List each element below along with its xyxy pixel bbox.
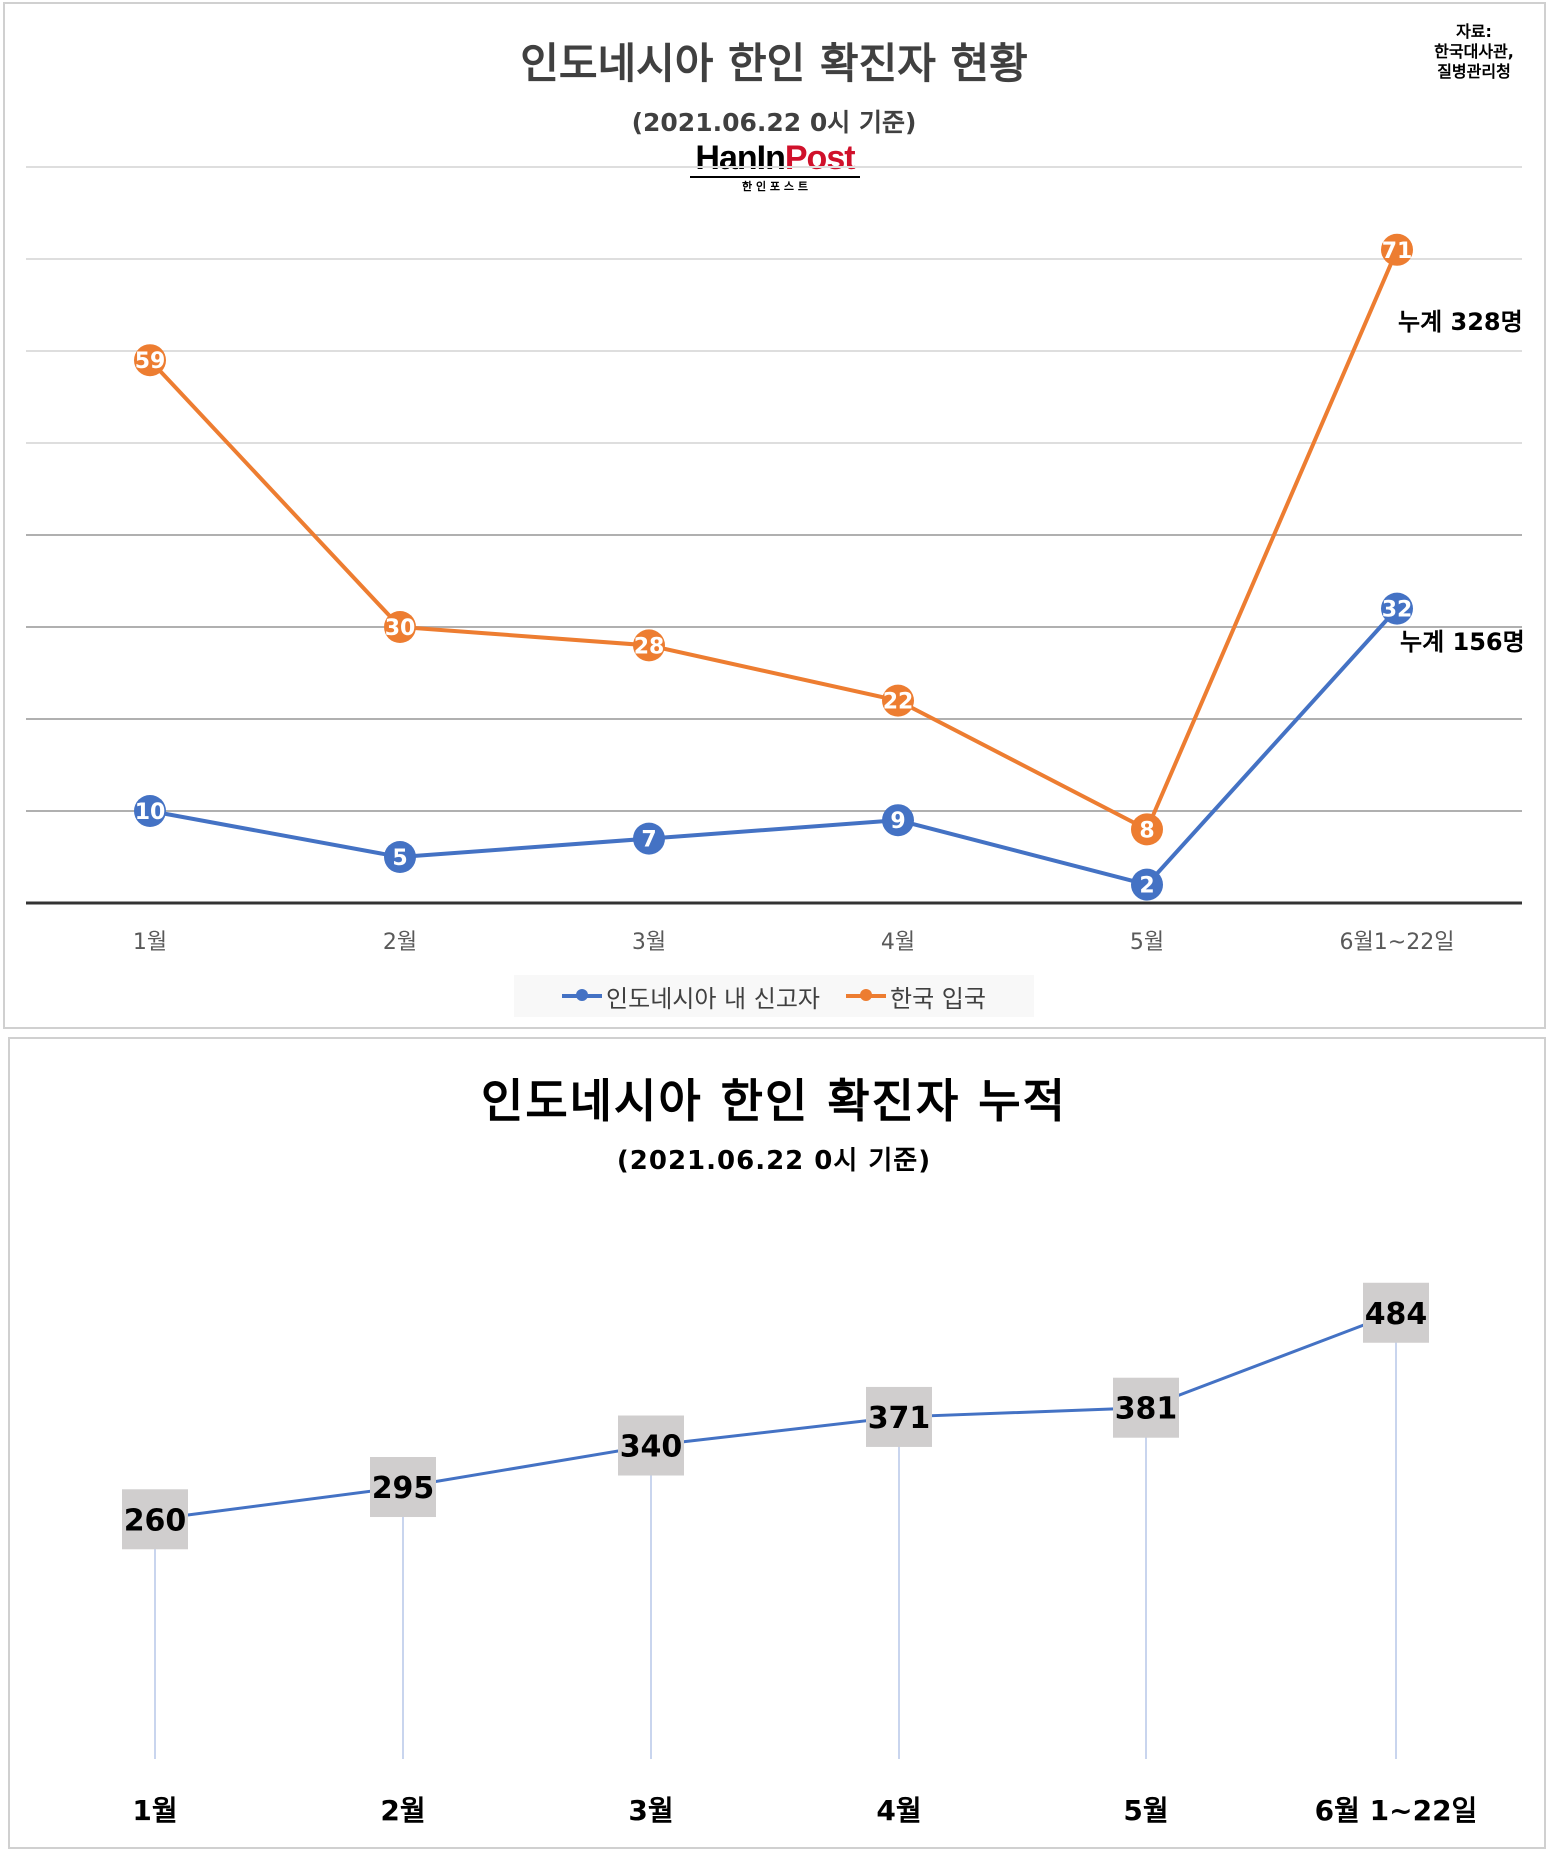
data-point: [134, 795, 166, 827]
data-label: 8: [1139, 818, 1154, 843]
data-label-box: [1113, 1377, 1179, 1438]
x-tick-label: 2월: [380, 1794, 425, 1827]
chart2-title: 인도네시아 한인 확진자 누적: [481, 1074, 1067, 1128]
series-line: [148, 249, 1399, 833]
legend-item-korea: 한국 입국: [846, 979, 986, 1014]
data-label: 59: [135, 349, 166, 374]
x-tick-label: 6월 1~22일: [1315, 1794, 1478, 1827]
data-point: [1131, 868, 1163, 901]
data-point: [882, 684, 914, 717]
data-label-box: [1363, 1282, 1429, 1343]
x-tick-label: 1월: [132, 1794, 177, 1827]
data-label: 9: [890, 809, 905, 834]
chart1-title: 인도네시아 한인 확진자 현황: [520, 39, 1028, 88]
series-line: [149, 607, 1399, 887]
data-point: [134, 344, 166, 377]
legend-marker-blue-icon: [562, 989, 603, 1001]
total-label: 누계 328명: [1398, 308, 1523, 336]
data-label: 30: [385, 616, 416, 641]
legend: 인도네시아 내 신고자 한국 입국: [514, 975, 1034, 1017]
data-label-box: [618, 1415, 684, 1476]
data-label: 340: [620, 1430, 683, 1465]
data-label: 71: [1382, 239, 1413, 264]
x-tick-label: 1월: [133, 930, 167, 955]
data-point: [882, 804, 914, 837]
chart2-subtitle: (2021.06.22 0시 기준): [616, 1146, 932, 1176]
data-label: 10: [135, 800, 166, 825]
chart-current-status: [3, 2, 1546, 1029]
data-label: 28: [634, 634, 665, 659]
data-point: [633, 822, 665, 855]
data-label: 371: [868, 1401, 931, 1436]
data-label-box: [370, 1457, 436, 1518]
data-point: [1131, 813, 1163, 846]
data-label-box: [122, 1489, 188, 1550]
data-label: 32: [1382, 598, 1413, 623]
total-label: 누계 156명: [1400, 628, 1525, 656]
data-point: [633, 629, 665, 662]
x-tick-label: 5월: [1123, 1794, 1168, 1827]
data-point: [1381, 233, 1413, 266]
data-label: 295: [372, 1471, 435, 1506]
data-point: [384, 841, 416, 873]
x-tick-label: 6월1~22일: [1340, 930, 1455, 955]
x-tick-label: 3월: [628, 1794, 673, 1827]
data-label: 5: [392, 846, 407, 871]
legend-label-korea: 한국 입국: [890, 984, 986, 1013]
legend-label-local: 인도네시아 내 신고자: [606, 984, 821, 1013]
data-label: 2: [1139, 874, 1154, 899]
x-tick-label: 3월: [632, 930, 666, 955]
data-label-box: [866, 1386, 932, 1447]
hanin-post-logo: HanInPost 한 인 포 스 트: [690, 140, 860, 194]
source-note: 자료: 한국대사관, 질병관리청: [1434, 22, 1514, 81]
legend-marker-orange-icon: [846, 989, 887, 1001]
chart-cumulative: [8, 1037, 1546, 1849]
data-label: 7: [641, 828, 656, 853]
x-tick-label: 4월: [876, 1794, 921, 1827]
data-label: 381: [1115, 1392, 1178, 1427]
x-tick-label: 2월: [383, 930, 417, 955]
data-point: [384, 611, 416, 643]
x-tick-label: 5월: [1130, 930, 1164, 955]
data-label: 484: [1365, 1297, 1428, 1332]
x-tick-label: 4월: [881, 930, 915, 955]
legend-item-local: 인도네시아 내 신고자: [562, 979, 820, 1014]
chart1-subtitle: (2021.06.22 0시 기준): [631, 108, 917, 137]
data-point: [1381, 592, 1413, 625]
data-label: 22: [883, 690, 914, 715]
series-line: [154, 1311, 1397, 1521]
data-label: 260: [124, 1503, 187, 1538]
